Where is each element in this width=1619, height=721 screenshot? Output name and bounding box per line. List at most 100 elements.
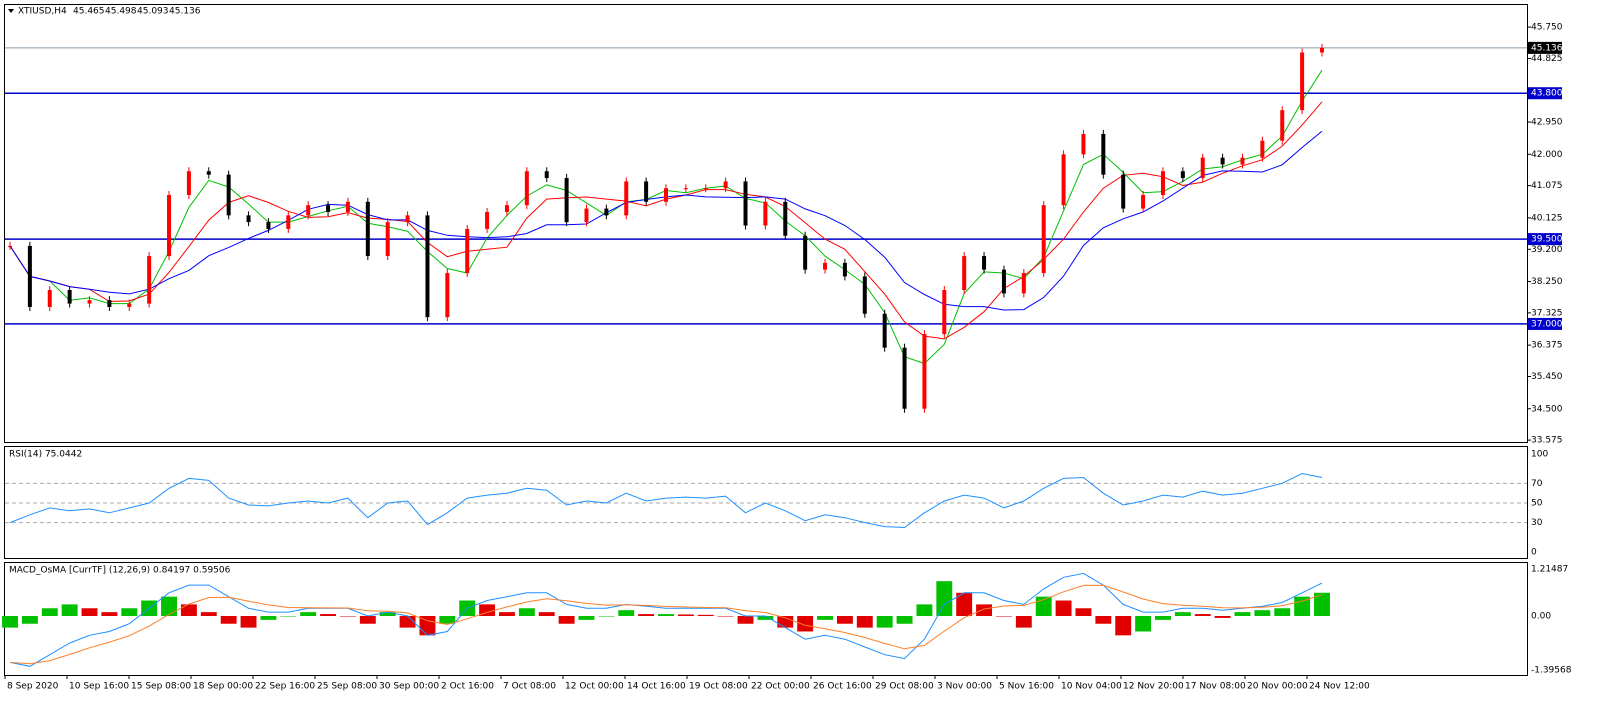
time-label: 22 Sep 16:00 <box>255 682 315 692</box>
time-label: 25 Sep 08:00 <box>317 682 377 692</box>
candle <box>465 228 470 274</box>
osma-bar <box>856 616 873 628</box>
osma-bar <box>101 612 118 617</box>
osma-bar <box>419 616 436 636</box>
candle <box>882 313 887 348</box>
candle <box>345 201 350 212</box>
rsi-tick: 50 <box>1531 498 1543 508</box>
osma-bar <box>21 616 38 624</box>
candle <box>604 208 609 216</box>
candle <box>1041 205 1046 274</box>
time-label: 10 Sep 16:00 <box>69 682 129 692</box>
time-label: 5 Nov 16:00 <box>999 682 1054 692</box>
osma-bar <box>339 616 356 617</box>
candle <box>365 201 370 257</box>
price-label: 40.125 <box>1531 213 1563 223</box>
candle <box>1061 154 1066 206</box>
level-badge <box>1528 87 1562 100</box>
candle <box>763 201 768 226</box>
candle <box>425 215 430 318</box>
candle <box>1141 195 1146 209</box>
osma-bar <box>1174 612 1191 617</box>
candle <box>266 222 271 229</box>
osma-bar <box>916 604 933 617</box>
candle <box>186 171 191 195</box>
osma-bar <box>578 616 595 620</box>
osma-bar <box>2 616 18 628</box>
osma-bar <box>757 616 774 620</box>
osma-bar <box>1095 616 1112 624</box>
osma-bar <box>280 616 297 617</box>
rsi-tick: 100 <box>1531 449 1548 459</box>
candle <box>1001 269 1006 294</box>
price-label: 42.000 <box>1531 150 1563 160</box>
osma-bar <box>499 612 515 617</box>
candle <box>1121 174 1126 209</box>
osma-bar <box>359 616 376 624</box>
level-badge <box>1528 317 1562 330</box>
price-label: 37.325 <box>1531 308 1563 318</box>
ohlc-value: 45.465 <box>73 7 105 17</box>
osma-bar <box>1214 616 1231 618</box>
candle <box>67 290 72 304</box>
rsi-line <box>9 472 1323 529</box>
candle <box>723 181 728 189</box>
candle <box>942 290 947 335</box>
osma-bar <box>618 610 635 617</box>
osma-bar <box>558 616 575 624</box>
candle <box>1101 133 1106 175</box>
time-label: 12 Nov 20:00 <box>1123 682 1184 692</box>
osma-bar <box>737 616 754 624</box>
osma-bar <box>479 604 496 617</box>
level-label: 43.800 <box>1531 89 1563 99</box>
candle <box>962 256 967 290</box>
osma-bar <box>81 608 98 617</box>
osma-bar <box>876 616 893 628</box>
osma-bar <box>180 604 197 617</box>
time-label: 30 Sep 00:00 <box>379 682 439 692</box>
candle <box>326 205 331 212</box>
candle <box>385 222 390 257</box>
osma-bar <box>976 604 993 617</box>
candle <box>1240 157 1245 165</box>
osma-bar <box>41 608 58 617</box>
price-label: 38.250 <box>1531 277 1563 287</box>
candle <box>544 171 549 179</box>
osma-bar <box>697 614 714 617</box>
price-label: 34.500 <box>1531 404 1563 414</box>
osma-bar <box>538 612 555 617</box>
osma-bar <box>896 616 913 624</box>
osma-bar <box>121 608 138 617</box>
price-label: 36.375 <box>1531 341 1563 351</box>
time-label: 12 Oct 00:00 <box>565 682 624 692</box>
osma-bar <box>1075 608 1092 617</box>
price-badge <box>1528 41 1562 54</box>
price-label: 44.825 <box>1531 54 1563 64</box>
price-label: 45.750 <box>1531 23 1563 33</box>
time-label: 26 Oct 16:00 <box>813 682 872 692</box>
osma-bar <box>817 616 833 620</box>
candle <box>842 262 847 277</box>
menu-arrow[interactable] <box>8 9 14 13</box>
time-label: 17 Nov 08:00 <box>1185 682 1246 692</box>
osma-bar <box>1314 592 1330 617</box>
current-price: 45.136 <box>1531 43 1563 53</box>
candle <box>127 303 132 307</box>
osma-bar <box>1194 614 1211 617</box>
candle <box>306 205 311 216</box>
candle <box>803 235 808 270</box>
candle <box>1300 52 1305 111</box>
osma-bar <box>638 614 655 617</box>
rsi-panel <box>4 446 1528 559</box>
osma-bar <box>1274 608 1291 617</box>
candle <box>1260 140 1265 158</box>
candle <box>902 347 907 409</box>
candle <box>286 215 291 229</box>
price-label: 42.950 <box>1531 118 1563 128</box>
osma-bar <box>220 616 237 624</box>
osma-bar <box>836 616 853 624</box>
time-label: 20 Nov 00:00 <box>1247 682 1308 692</box>
candle <box>584 208 589 223</box>
